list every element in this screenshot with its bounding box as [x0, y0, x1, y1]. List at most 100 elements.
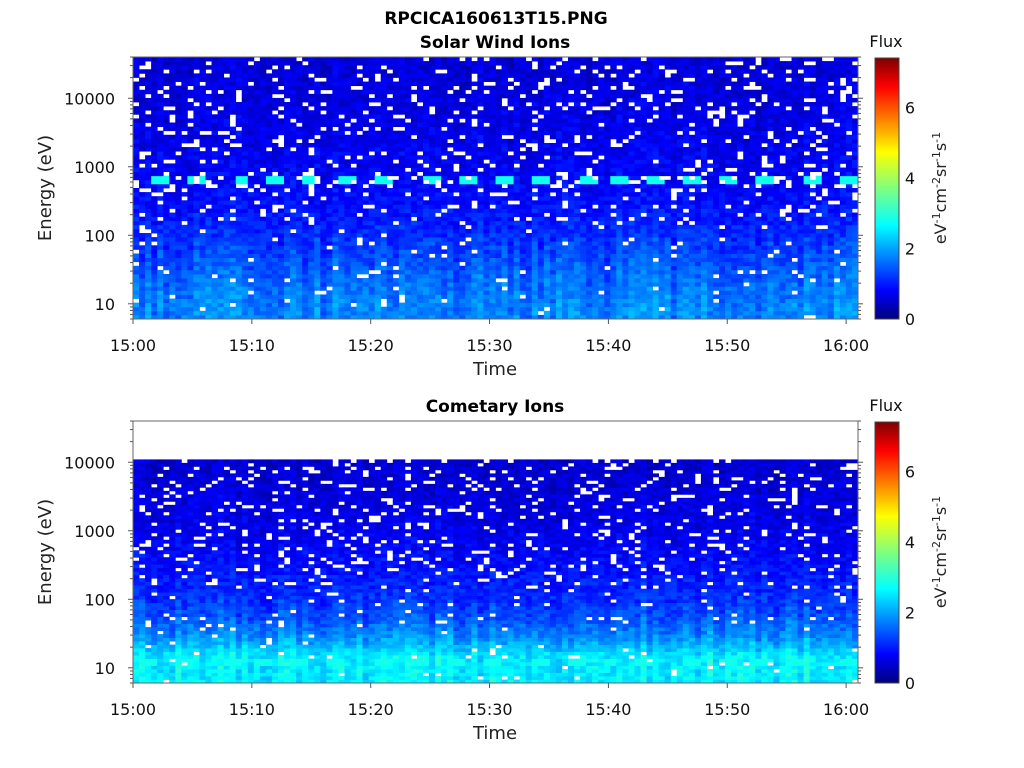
spectrogram-cell: [586, 81, 593, 87]
spectrogram-cell: [555, 175, 563, 181]
spectrogram-cell: [586, 159, 593, 164]
spectrogram-cell: [592, 77, 599, 82]
spectrogram-cell: [199, 142, 206, 148]
spectrogram-cell: [646, 245, 653, 250]
spectrogram-cell: [543, 253, 551, 258]
spectrogram-cell: [561, 286, 569, 291]
spectrogram-cell: [586, 233, 593, 238]
spectrogram-cell: [519, 306, 527, 312]
spectrogram-cell: [386, 163, 394, 168]
spectrogram-cell: [507, 188, 515, 193]
spectrogram-cell: [447, 196, 454, 201]
spectrogram-cell: [404, 265, 412, 271]
spectrogram-cell: [616, 241, 623, 246]
spectrogram-cell: [398, 273, 406, 279]
spectrogram-cell: [398, 269, 406, 275]
spectrogram-cell: [181, 302, 188, 308]
spectrogram-cell: [634, 171, 641, 177]
spectrogram-cell: [199, 175, 206, 181]
spectrogram-cell: [290, 286, 297, 291]
spectrogram-cell: [586, 237, 593, 242]
spectrogram-cell: [441, 294, 448, 299]
spectrogram-cell: [404, 220, 412, 226]
spectrogram-cell: [453, 106, 460, 111]
spectrogram-cell: [459, 298, 466, 304]
spectrogram-cell: [344, 175, 351, 181]
spectrogram-cell: [477, 175, 484, 181]
spectrogram-cell: [181, 118, 188, 123]
spectrogram-cell: [423, 286, 430, 291]
spectrogram-cell: [151, 171, 158, 177]
spectrogram-cell: [410, 306, 418, 312]
spectrogram-cell: [205, 151, 212, 156]
spectrogram-cell: [519, 175, 527, 181]
spectrogram-cell: [410, 126, 418, 132]
spectrogram-cell: [338, 298, 345, 304]
spectrogram-cell: [302, 73, 309, 78]
spectrogram-cell: [598, 77, 605, 82]
spectrogram-cell: [211, 192, 218, 197]
spectrogram-cell: [259, 200, 267, 205]
spectrogram-cell: [284, 183, 291, 189]
spectrogram-cell: [628, 204, 635, 209]
spectrogram-cell: [308, 208, 315, 213]
spectrogram-cell: [398, 188, 406, 193]
spectrogram-cell: [169, 85, 176, 91]
spectrogram-cell: [241, 314, 249, 320]
spectrogram-cell: [622, 97, 629, 103]
spectrogram-cell: [416, 122, 424, 127]
spectrogram-cell: [253, 130, 261, 136]
spectrogram-cell: [259, 237, 267, 242]
spectrogram-cell: [513, 171, 521, 177]
spectrogram-cell: [187, 179, 194, 185]
spectrogram-cell: [416, 286, 424, 291]
spectrogram-cell: [513, 290, 521, 295]
spectrogram-cell: [392, 290, 400, 295]
spectrogram-cell: [163, 241, 170, 246]
spectrogram-cell: [386, 159, 394, 164]
spectrogram-cell: [223, 175, 231, 181]
spectrogram-cell: [410, 253, 418, 258]
spectrogram-cell: [386, 155, 394, 160]
spectrogram-cell: [537, 265, 545, 271]
spectrogram-cell: [519, 159, 527, 164]
spectrogram-cell: [610, 151, 617, 156]
spectrogram-cell: [356, 142, 363, 148]
spectrogram-cell: [199, 302, 206, 308]
spectrogram-cell: [640, 97, 647, 103]
spectrogram-cell: [580, 257, 587, 263]
spectrogram-cell: [459, 163, 466, 168]
spectrogram-cell: [296, 188, 303, 193]
spectrogram-cell: [175, 196, 182, 201]
spectrogram-cell: [465, 114, 472, 119]
spectrogram-cell: [259, 282, 267, 287]
spectrogram-cell: [278, 163, 285, 168]
spectrogram-cell: [284, 122, 291, 127]
spectrogram-cell: [308, 134, 315, 140]
spectrogram-cell: [332, 102, 339, 107]
spectrogram-cell: [471, 114, 478, 119]
spectrogram-cell: [640, 257, 647, 263]
spectrogram-cell: [634, 147, 641, 152]
spectrogram-cell: [531, 261, 539, 267]
spectrogram-cell: [187, 249, 194, 254]
spectrogram-cell: [398, 253, 406, 258]
spectrogram-cell: [404, 106, 412, 111]
spectrogram-cell: [622, 93, 629, 99]
spectrogram-cell: [278, 155, 285, 160]
spectrogram-cell: [392, 269, 400, 275]
spectrogram-cell: [205, 228, 212, 234]
spectrogram-cell: [586, 216, 593, 222]
spectrogram-cell: [326, 265, 333, 271]
spectrogram-cell: [223, 204, 231, 209]
spectrogram-cell: [145, 265, 152, 271]
spectrogram-cell: [211, 249, 218, 254]
spectrogram-cell: [592, 253, 599, 258]
spectrogram-cell: [435, 237, 442, 242]
spectrogram-cell: [543, 237, 551, 242]
spectrogram-cell: [598, 220, 605, 226]
spectrogram-cell: [368, 200, 376, 205]
spectrogram-cell: [398, 89, 406, 95]
spectrogram-cell: [574, 257, 581, 263]
spectrogram-cell: [139, 110, 146, 115]
